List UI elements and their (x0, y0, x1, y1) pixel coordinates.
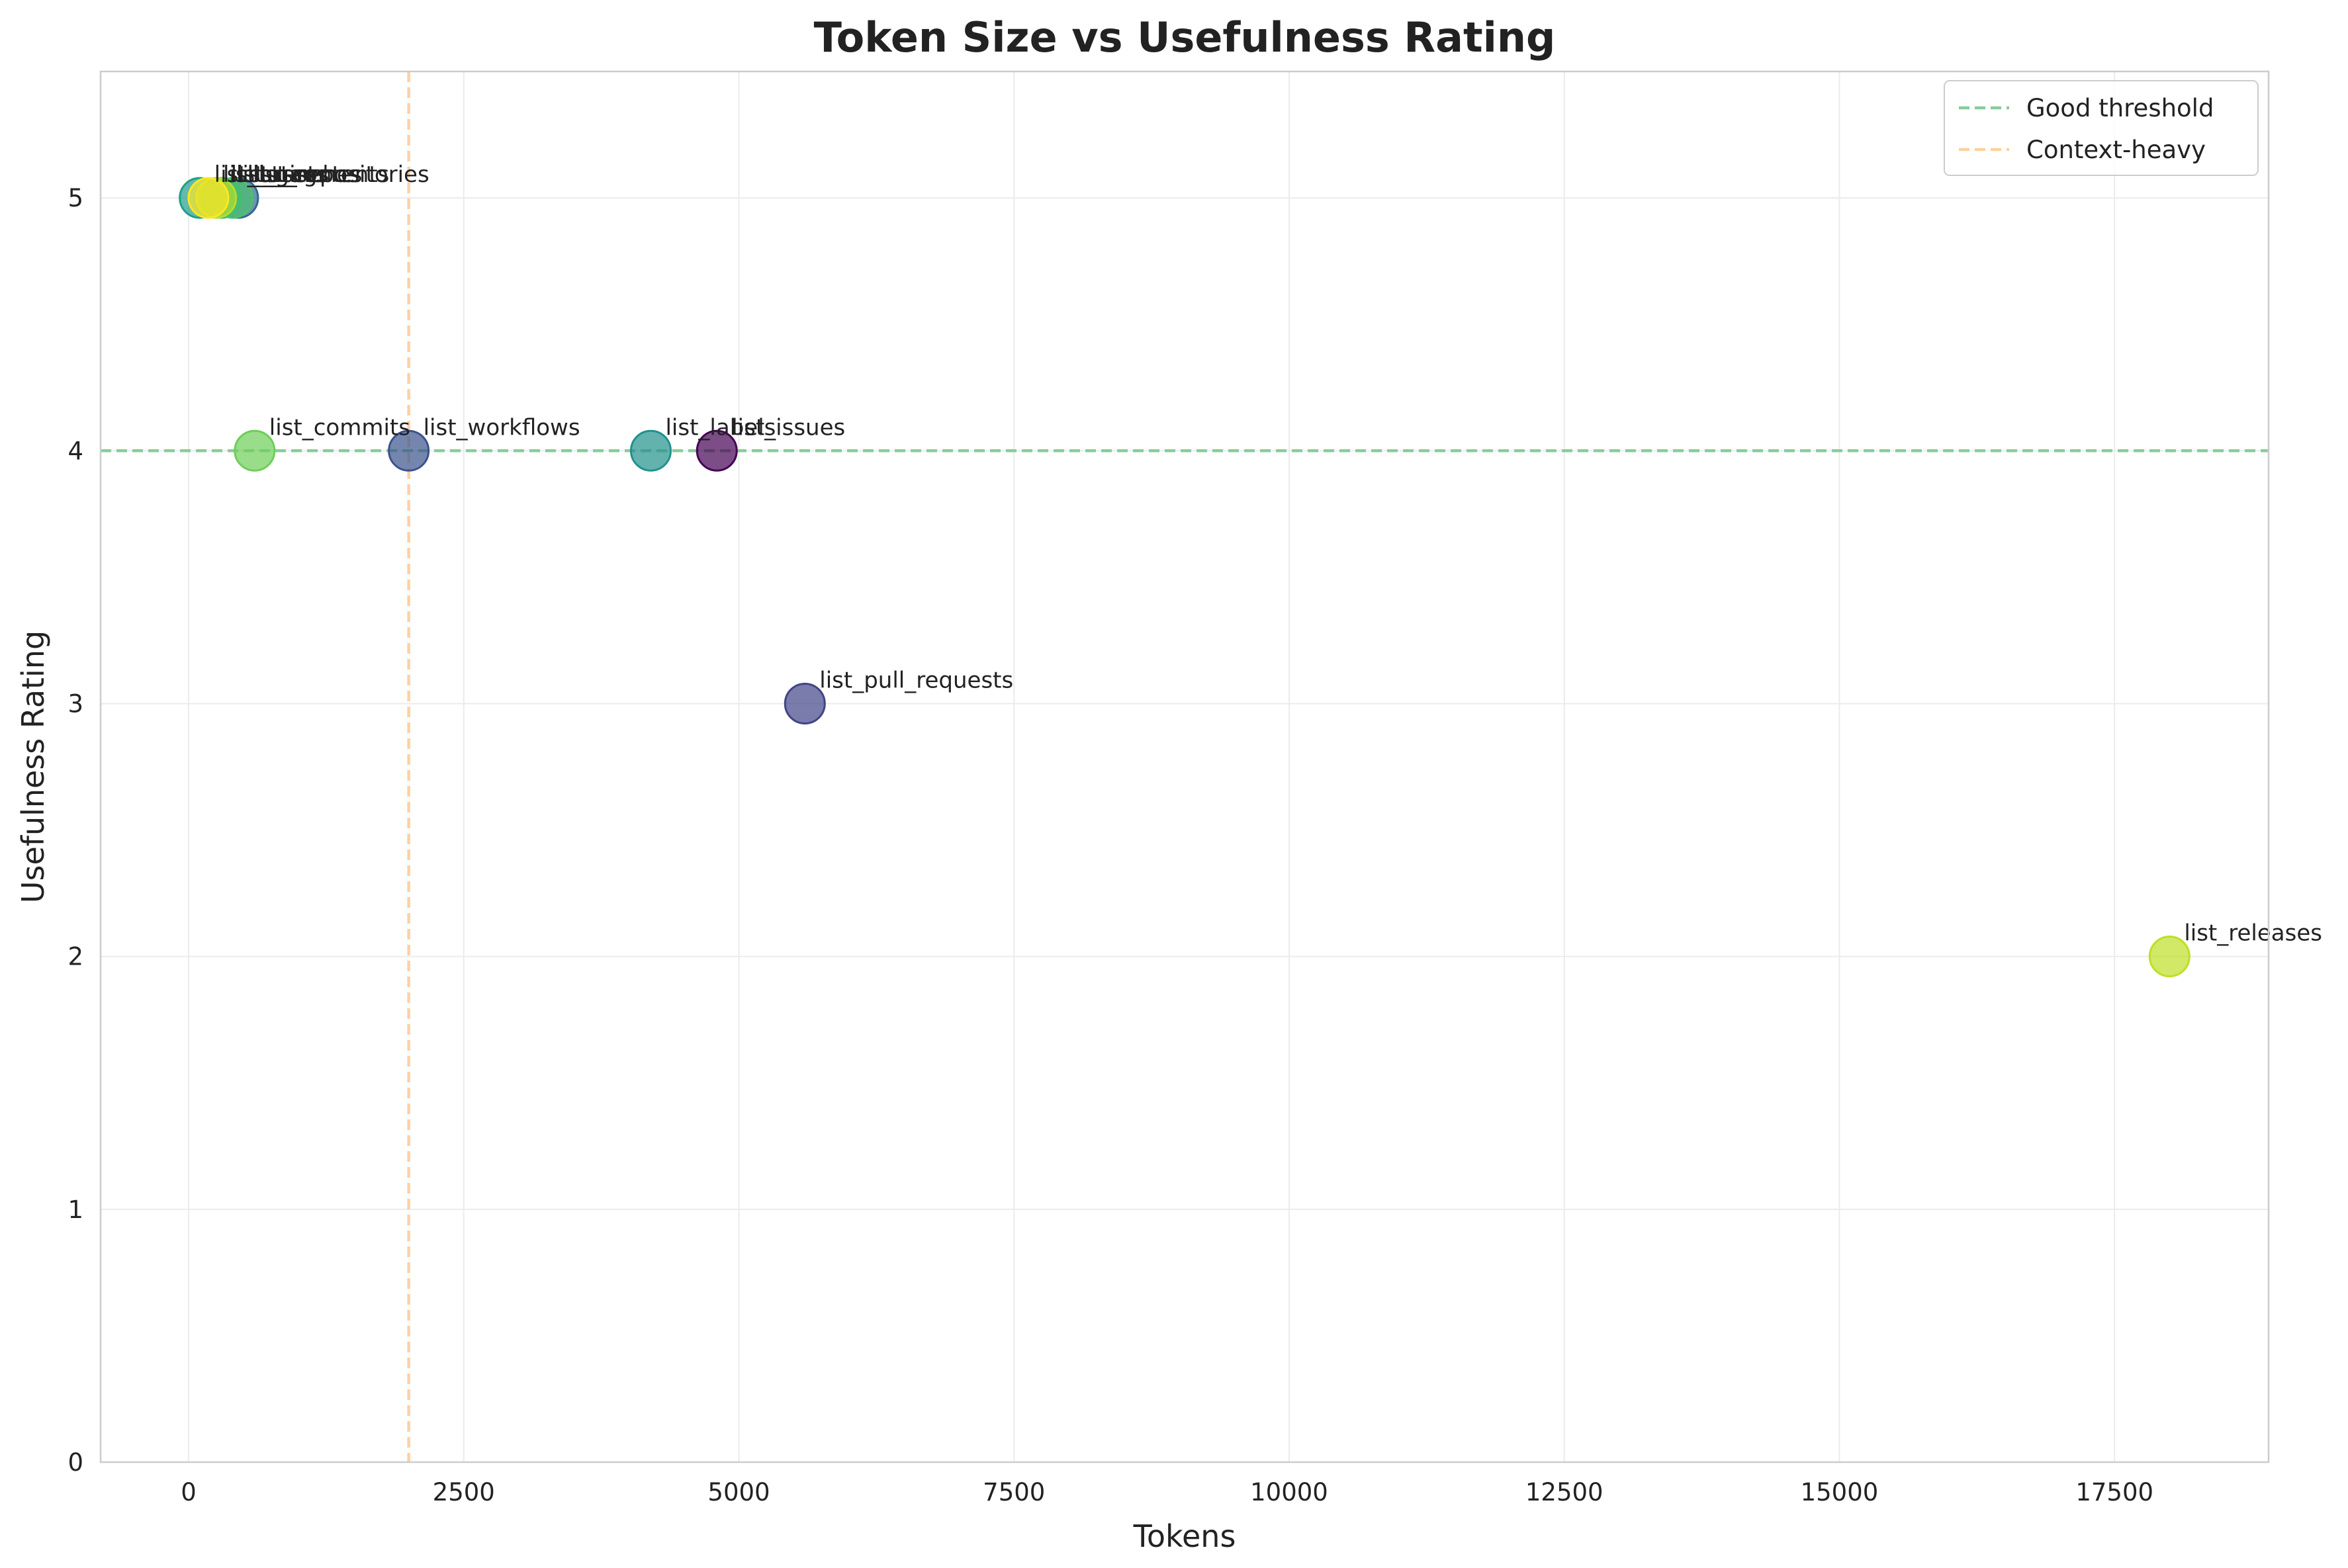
point-label-list-issues: list_issues (731, 414, 845, 441)
legend-box (1944, 80, 2259, 176)
x-axis-label: Tokens (1133, 1518, 1236, 1554)
point-list-pull-requests (784, 682, 826, 724)
point-label-list-repositories: list_repositories (253, 161, 429, 188)
chart-title: Token Size vs Usefulness Rating (814, 13, 1556, 62)
x-tick-label: 15000 (1801, 1478, 1879, 1506)
point-list-labels (629, 429, 672, 472)
point-label-list-releases: list_releases (2184, 920, 2322, 947)
reference-lines (101, 71, 2269, 1462)
legend: Good threshold Context-heavy (1944, 80, 2259, 176)
point-list-issues (696, 429, 738, 472)
y-tick-labels: 0 1 2 3 4 5 (68, 184, 83, 1477)
y-tick-label: 0 (68, 1448, 83, 1477)
point-label-list-pull-requests: list_pull_requests (819, 667, 1013, 693)
point-label-list-tags: list_tags (236, 161, 329, 188)
y-axis-label: Usefulness Rating (15, 631, 51, 903)
plot-area (101, 71, 2269, 1462)
x-tick-label: 17500 (2075, 1478, 2153, 1506)
x-tick-label: 12500 (1525, 1478, 1603, 1506)
legend-label-context-heavy: Context-heavy (2026, 136, 2206, 164)
y-tick-label: 4 (68, 437, 83, 465)
data-points (179, 177, 2190, 978)
point-labels: list_issues list_pull_requests list_workfl… (214, 161, 2322, 947)
plot-frame (99, 70, 2270, 1463)
y-tick-label: 1 (68, 1196, 83, 1224)
point-list-workflows (388, 429, 430, 472)
y-tick-label: 2 (68, 943, 83, 971)
x-tick-label: 0 (181, 1478, 197, 1506)
y-tick-label: 3 (68, 689, 83, 718)
y-tick-label: 5 (68, 184, 83, 212)
point-label-list-workflows: list_workflows (424, 414, 580, 441)
point-label-list-branches: list_branches (214, 161, 363, 188)
point-label-list-labels: list_labels (665, 414, 776, 441)
point-label-list-contents: list_contents (248, 161, 390, 188)
point-list-commits (234, 429, 276, 472)
point-label-list-users: list_users (223, 161, 328, 188)
point-label-list-commits: list_commits (269, 414, 410, 441)
x-tick-label: 5000 (707, 1478, 770, 1506)
point-list-users (187, 177, 230, 219)
x-tick-label: 7500 (983, 1478, 1045, 1506)
point-label-list-gists: list_gists (231, 161, 328, 188)
legend-label-good-threshold: Good threshold (2026, 94, 2214, 122)
point-list-releases (2148, 936, 2190, 978)
x-tick-label: 10000 (1250, 1478, 1328, 1506)
x-tick-labels: 0 2500 5000 7500 10000 12500 15000 17500 (181, 1478, 2153, 1506)
x-tick-label: 2500 (433, 1478, 495, 1506)
